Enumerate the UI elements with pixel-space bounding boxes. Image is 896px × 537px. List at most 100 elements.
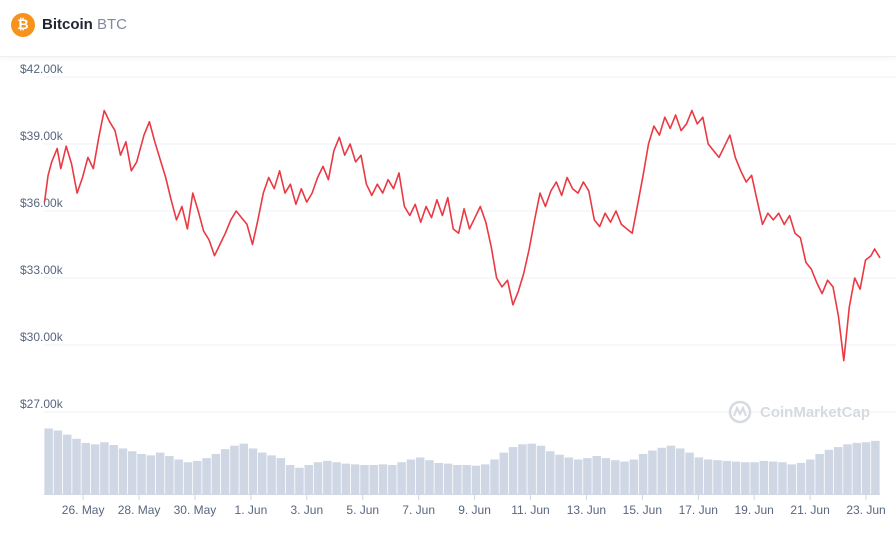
volume-bar bbox=[258, 452, 267, 494]
volume-bar bbox=[183, 462, 193, 494]
volume-bar bbox=[768, 461, 778, 494]
x-tick-label: 13. Jun bbox=[567, 503, 606, 517]
volume-bar bbox=[193, 460, 202, 494]
volume-bar bbox=[555, 454, 564, 494]
volume-bar bbox=[90, 444, 100, 494]
volume-bar bbox=[165, 456, 174, 494]
volume-bar bbox=[230, 445, 239, 494]
volume-bar bbox=[508, 447, 518, 494]
x-tick-label: 3. Jun bbox=[290, 503, 323, 517]
volume-bar bbox=[536, 445, 546, 494]
y-tick-label: $42.00k bbox=[20, 62, 64, 76]
volume-bar bbox=[62, 434, 72, 494]
volume-bar bbox=[722, 460, 731, 494]
volume-bar bbox=[350, 464, 360, 494]
volume-bar bbox=[341, 463, 351, 494]
volume-bar bbox=[778, 462, 787, 494]
volume-bar bbox=[406, 459, 416, 494]
x-tick-label: 23. Jun bbox=[846, 503, 885, 517]
volume-bar bbox=[546, 451, 555, 494]
volume-bar bbox=[787, 464, 796, 494]
coinmarketcap-logo-icon bbox=[728, 400, 752, 424]
x-tick-label: 9. Jun bbox=[458, 503, 491, 517]
y-tick-label: $33.00k bbox=[20, 263, 64, 277]
x-tick-label: 26. May bbox=[62, 503, 105, 517]
volume-bar bbox=[369, 465, 378, 494]
x-tick-label: 15. Jun bbox=[623, 503, 662, 517]
volume-bar bbox=[527, 443, 536, 494]
volume-bar bbox=[815, 453, 824, 494]
volume-bar bbox=[146, 455, 156, 494]
grid-lines bbox=[44, 76, 896, 413]
volume-bar bbox=[72, 438, 81, 494]
x-tick-label: 30. May bbox=[174, 503, 217, 517]
x-tick-label: 7. Jun bbox=[402, 503, 435, 517]
volume-bar bbox=[713, 460, 722, 494]
volume-bar bbox=[852, 442, 862, 494]
x-tick-label: 5. Jun bbox=[346, 503, 379, 517]
volume-bar bbox=[750, 462, 759, 494]
volume-bar bbox=[425, 460, 434, 494]
coin-symbol: BTC bbox=[97, 16, 127, 33]
price-line bbox=[43, 109, 881, 362]
volume-bar bbox=[434, 462, 444, 494]
x-axis: 26. May 28. May 30. May 1. Jun 3. Jun 5. Jun 7… bbox=[44, 494, 886, 517]
volume-bar bbox=[453, 465, 462, 494]
volume-bar bbox=[388, 465, 397, 494]
volume-bar bbox=[871, 440, 880, 494]
volume-bar bbox=[220, 449, 230, 494]
y-tick-label: $27.00k bbox=[20, 397, 64, 411]
chart-header: ₿ Bitcoin BTC bbox=[0, 0, 896, 57]
x-tick-label: 11. Jun bbox=[511, 503, 549, 517]
x-tick-label: 19. Jun bbox=[734, 503, 773, 517]
volume-bar bbox=[611, 460, 620, 494]
watermark: CoinMarketCap bbox=[728, 400, 870, 424]
volume-bar bbox=[443, 463, 453, 494]
x-tick-label: 17. Jun bbox=[679, 503, 718, 517]
volume-bar bbox=[843, 444, 852, 494]
volume-bar bbox=[824, 449, 834, 494]
volume-bar bbox=[53, 430, 63, 494]
volume-bar bbox=[211, 453, 221, 494]
y-tick-label: $30.00k bbox=[20, 330, 64, 344]
volume-bar bbox=[323, 460, 332, 494]
volume-bar bbox=[239, 443, 248, 494]
volume-bar bbox=[629, 459, 639, 494]
volume-bar bbox=[360, 465, 369, 494]
volume-bar bbox=[285, 465, 295, 494]
volume-bar bbox=[676, 448, 685, 494]
volume-bar bbox=[109, 445, 118, 494]
volume-bar bbox=[592, 456, 601, 494]
volume-bar bbox=[518, 444, 527, 494]
volume-bar bbox=[480, 464, 490, 494]
volume-bar bbox=[81, 442, 91, 494]
volume-bar bbox=[573, 459, 583, 494]
volume-bar bbox=[248, 448, 258, 494]
volume-bar bbox=[703, 459, 713, 494]
volume-bar bbox=[490, 459, 499, 494]
volume-bar bbox=[313, 462, 323, 494]
volume-bar bbox=[583, 458, 592, 494]
coin-name: Bitcoin bbox=[42, 16, 93, 33]
price-series bbox=[43, 109, 881, 362]
volume-bar bbox=[155, 452, 165, 494]
y-axis-ticks: $42.00k $39.00k $36.00k $33.00k $30.00k $27.0… bbox=[20, 62, 64, 411]
volume-bar bbox=[759, 460, 769, 494]
volume-bar bbox=[741, 462, 750, 494]
volume-bar bbox=[601, 458, 611, 494]
x-tick-label: 21. Jun bbox=[790, 503, 829, 517]
volume-bar bbox=[620, 461, 629, 494]
volume-bar bbox=[202, 458, 211, 494]
volume-bar bbox=[44, 428, 53, 494]
volume-bar bbox=[276, 458, 286, 494]
volume-bar bbox=[638, 453, 648, 494]
volume-bar bbox=[685, 452, 694, 494]
volume-bar bbox=[657, 447, 666, 494]
volume-bar bbox=[564, 457, 574, 494]
volume-bar bbox=[415, 457, 425, 494]
volume-bar bbox=[471, 465, 481, 494]
volume-bar bbox=[137, 453, 146, 494]
volume-bars bbox=[44, 428, 880, 494]
